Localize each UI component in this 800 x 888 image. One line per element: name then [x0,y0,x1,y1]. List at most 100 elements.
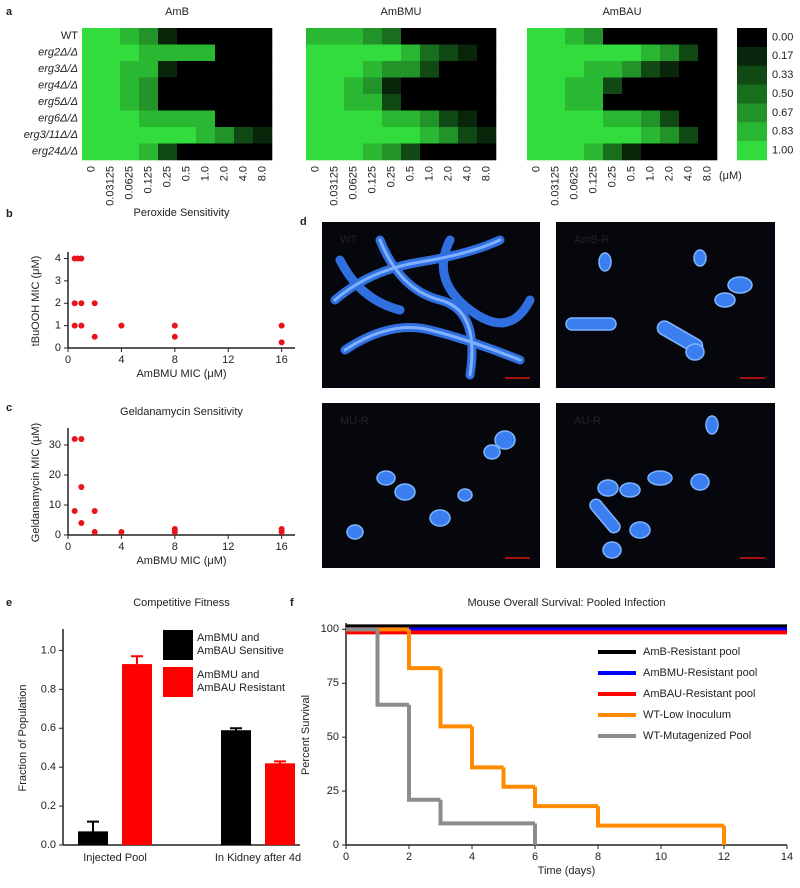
heatmap-cell [234,143,254,161]
row-label: erg6Δ/Δ [38,113,78,125]
heatmap-cell [139,94,159,111]
column-label: 0.5 [625,166,637,181]
row-label: erg3/11Δ/Δ [24,129,78,141]
chart-title: Peroxide Sensitivity [134,207,230,219]
cell [727,276,753,294]
legend-label: AmBAU-Resistant pool [643,688,756,700]
chart-title: Mouse Overall Survival: Pooled Infection [467,597,665,609]
heatmap-cell [439,44,459,62]
heatmap-cell [306,143,326,161]
heatmap-cell [584,94,604,111]
heatmap-cell [215,94,235,111]
heatmap-cell [546,110,566,128]
heatmap-cell [101,77,121,95]
heatmap-cell [565,143,585,161]
heatmap-cell [679,61,699,78]
column-label: 8.0 [256,166,268,181]
heatmap-cell [363,94,383,111]
heatmap-cell [363,143,383,161]
heatmap-cell [253,143,273,161]
heatmap-cell [177,77,197,95]
heatmap-cell [439,28,459,45]
heatmap-cell [698,77,718,95]
column-label: 0 [530,166,542,172]
heatmap-cell [584,143,604,161]
heatmap-cell [439,94,459,111]
heatmap-cell [565,110,585,128]
point [71,322,78,329]
survival-step [375,629,409,707]
heatmap-cell [527,77,547,95]
heatmap-cell [196,143,216,161]
heatmap-cell [325,94,345,111]
x-tick-label: 4 [118,354,124,366]
image-frame [322,222,540,388]
heatmap-cell [458,143,478,161]
heatmap-cell [565,28,585,45]
x-tick-label: 4 [469,851,475,863]
heatmap-cell [158,110,178,128]
heatmap-cell [325,143,345,161]
y-tick-label: 0 [55,342,61,354]
point [91,508,98,514]
heatmap-cell [622,28,642,45]
heatmap-cell [139,28,159,45]
legend-label: AmB-Resistant pool [643,646,740,658]
point [171,526,178,532]
heatmap-cell [82,110,102,128]
heatmap-cell [158,127,178,144]
heatmap-cell [584,110,604,128]
heatmap-cell [660,44,680,62]
column-label: 0.25 [385,166,397,187]
heatmap-cell [546,94,566,111]
heatmap-cell [477,44,497,62]
column-label: 8.0 [480,166,492,181]
y-tick-label: 25 [327,785,339,797]
image-frame [322,403,540,568]
survival-step [470,726,504,770]
heatmap-cell [698,127,718,144]
heatmap-cell [158,77,178,95]
y-tick-label: 4 [55,252,61,264]
point [78,300,85,307]
heatmap-cell [477,28,497,45]
column-label: 0.125 [587,166,599,194]
heatmap-cell [565,44,585,62]
panel-letter: c [6,402,12,414]
y-axis-label: tBuOOH MIC (μM) [30,256,42,347]
heatmap-cell [698,143,718,161]
cell [429,509,451,527]
heatmap-cell [546,28,566,45]
heatmap-cell [215,77,235,95]
image-frame [556,403,775,568]
heatmap-cell [527,44,547,62]
heatmap-cell [344,61,364,78]
heatmap-cell [139,143,159,161]
point [278,322,285,329]
heatmap-cell [584,127,604,144]
heatmap-cell [306,127,326,144]
image-label: WT [340,234,357,246]
bar [265,763,295,845]
heatmap-cell [215,28,235,45]
heatmap-cell [196,28,216,45]
colorbar-step [737,65,767,85]
heatmap-cell [660,127,680,144]
heatmap-cell [382,110,402,128]
heatmap-cell [101,61,121,78]
heatmap-cell [458,77,478,95]
heatmap-cell [420,61,440,78]
colorbar-label: 0.67 [772,107,793,119]
column-label: 2.0 [663,166,675,181]
heatmap-cell [660,61,680,78]
heatmap-cell [139,110,159,128]
heatmap-cell [420,77,440,95]
legend-label: AmBMU and AmBAU Resistant [197,669,286,694]
heatmap-cell [234,110,254,128]
survival-step [533,786,598,809]
heatmap-cell [382,143,402,161]
heatmap-cell [344,94,364,111]
heatmap-cell [420,127,440,144]
legend-label: WT-Low Inoculum [643,709,731,721]
heatmap-cell [101,127,121,144]
